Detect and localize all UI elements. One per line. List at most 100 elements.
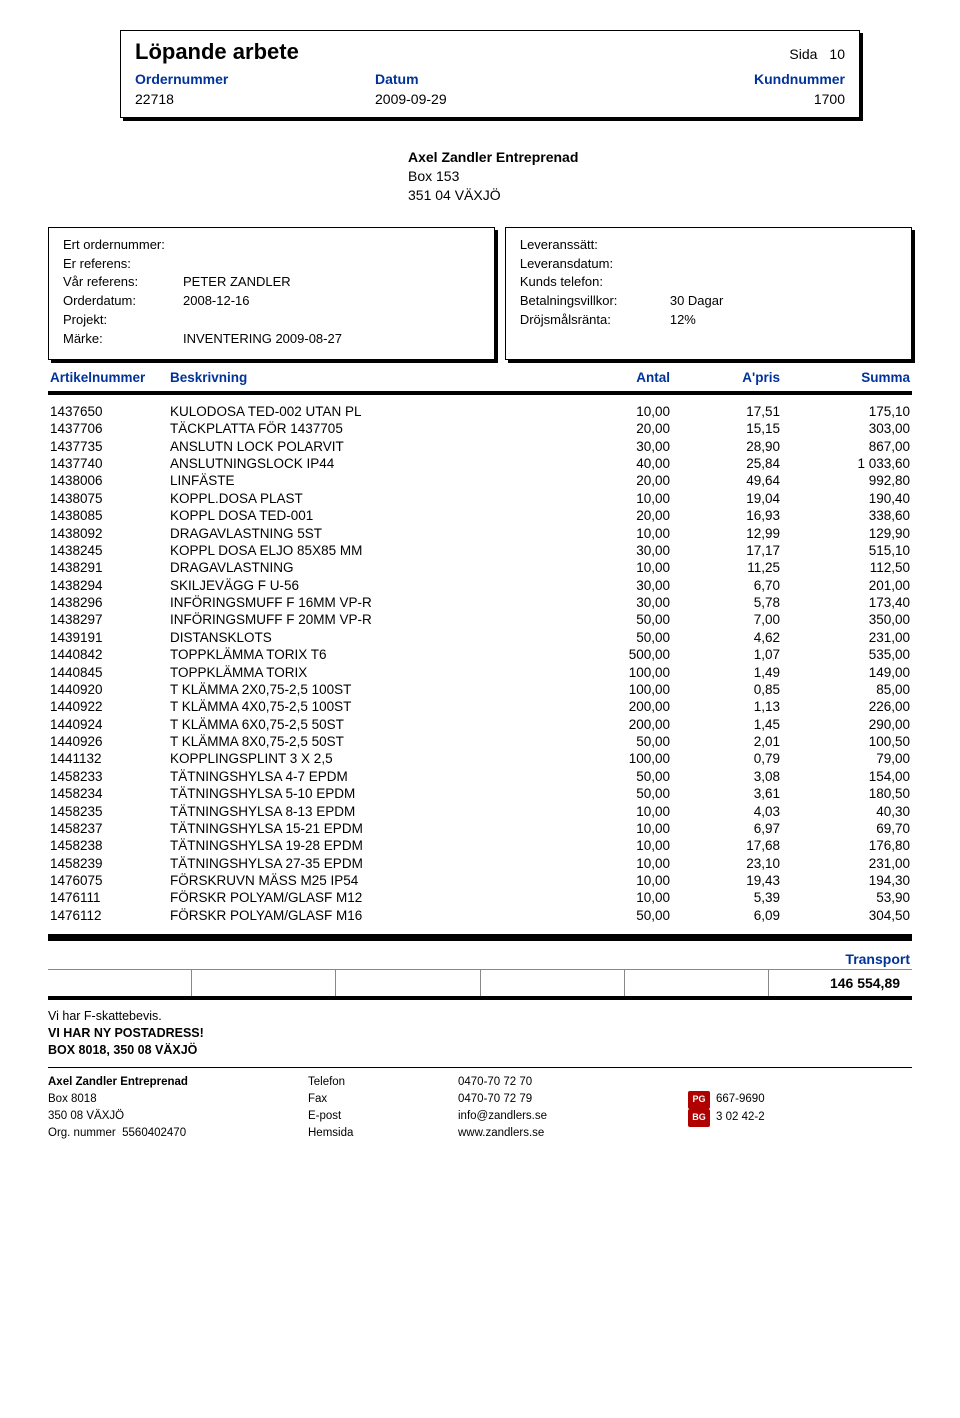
line-art: 1458238 xyxy=(50,838,170,853)
line-desc: TÄTNINGSHYLSA 4-7 EPDM xyxy=(170,769,560,784)
line-desc: DRAGAVLASTNING 5ST xyxy=(170,526,560,541)
line-item: 1438297INFÖRINGSMUFF F 20MM VP-R50,007,0… xyxy=(48,611,912,628)
line-desc: T KLÄMMA 4X0,75-2,5 100ST xyxy=(170,699,560,714)
line-pris: 11,25 xyxy=(670,560,780,575)
line-sum: 515,10 xyxy=(780,543,910,558)
col-antal: Antal xyxy=(560,370,670,385)
line-sum: 338,60 xyxy=(780,508,910,523)
line-pris: 0,85 xyxy=(670,682,780,697)
line-item: 1438092DRAGAVLASTNING 5ST10,0012,99129,9… xyxy=(48,524,912,541)
line-desc: TÄCKPLATTA FÖR 1437705 xyxy=(170,421,560,436)
line-item: 1438085KOPPL DOSA TED-00120,0016,93338,6… xyxy=(48,507,912,524)
footer-notes: Vi har F-skattebevis. VI HAR NY POSTADRE… xyxy=(48,1008,912,1059)
footer-hemsida-label: Hemsida xyxy=(308,1125,458,1142)
footer-note-2: VI HAR NY POSTADRESS! xyxy=(48,1025,912,1042)
line-pris: 28,90 xyxy=(670,439,780,454)
line-qty: 30,00 xyxy=(560,439,670,454)
line-items: 1437650KULODOSA TED-002 UTAN PL10,0017,5… xyxy=(48,395,912,924)
line-qty: 10,00 xyxy=(560,838,670,853)
marke-value: INVENTERING 2009-08-27 xyxy=(183,330,480,349)
transport-cell-empty xyxy=(192,970,336,996)
line-qty: 50,00 xyxy=(560,630,670,645)
line-art: 1440842 xyxy=(50,647,170,662)
footer-company-addr2: 350 08 VÄXJÖ xyxy=(48,1108,308,1125)
line-art: 1476111 xyxy=(50,890,170,905)
line-qty: 30,00 xyxy=(560,578,670,593)
line-sum: 992,80 xyxy=(780,473,910,488)
line-sum: 53,90 xyxy=(780,890,910,905)
footer-fax-label: Fax xyxy=(308,1091,458,1108)
page-number-label: Sida xyxy=(789,46,817,62)
line-art: 1440845 xyxy=(50,665,170,680)
line-item: 1438294SKILJEVÄGG F U-5630,006,70201,00 xyxy=(48,576,912,593)
line-pris: 5,78 xyxy=(670,595,780,610)
line-desc: ANSLUTN LOCK POLARVIT xyxy=(170,439,560,454)
kunds-telefon-label: Kunds telefon: xyxy=(520,273,670,292)
transport-cell-empty xyxy=(625,970,769,996)
line-desc: KOPPL DOSA TED-001 xyxy=(170,508,560,523)
leveranssatt-label: Leveranssätt: xyxy=(520,236,670,255)
line-art: 1441132 xyxy=(50,751,170,766)
line-desc: T KLÄMMA 6X0,75-2,5 50ST xyxy=(170,717,560,732)
orderdatum-value: 2008-12-16 xyxy=(183,292,480,311)
line-desc: KOPPL.DOSA PLAST xyxy=(170,491,560,506)
line-item: 1458238TÄTNINGSHYLSA 19-28 EPDM10,0017,6… xyxy=(48,837,912,854)
line-desc: SKILJEVÄGG F U-56 xyxy=(170,578,560,593)
line-desc: DISTANSKLOTS xyxy=(170,630,560,645)
footer-telefon-value: 0470-70 72 70 xyxy=(458,1074,688,1091)
col-beskrivning: Beskrivning xyxy=(170,370,560,385)
line-item: 1458235TÄTNINGSHYLSA 8-13 EPDM10,004,034… xyxy=(48,802,912,819)
ordernummer-value: 22718 xyxy=(135,91,375,107)
line-qty: 30,00 xyxy=(560,543,670,558)
line-item: 1458237TÄTNINGSHYLSA 15-21 EPDM10,006,97… xyxy=(48,820,912,837)
line-sum: 535,00 xyxy=(780,647,910,662)
line-pris: 6,70 xyxy=(670,578,780,593)
line-pris: 19,04 xyxy=(670,491,780,506)
line-qty: 10,00 xyxy=(560,491,670,506)
line-desc: ANSLUTNINGSLOCK IP44 xyxy=(170,456,560,471)
line-desc: T KLÄMMA 2X0,75-2,5 100ST xyxy=(170,682,560,697)
kunds-telefon-value xyxy=(670,273,897,292)
line-art: 1458234 xyxy=(50,786,170,801)
line-desc: TÄTNINGSHYLSA 19-28 EPDM xyxy=(170,838,560,853)
transport-value: 146 554,89 xyxy=(769,970,912,996)
leveransdatum-label: Leveransdatum: xyxy=(520,255,670,274)
line-sum: 175,10 xyxy=(780,404,910,419)
betalningsvillkor-value: 30 Dagar xyxy=(670,292,897,311)
line-item: 1438245KOPPL DOSA ELJO 85X85 MM30,0017,1… xyxy=(48,542,912,559)
col-artikelnummer: Artikelnummer xyxy=(50,370,170,385)
line-item: 1440924T KLÄMMA 6X0,75-2,5 50ST200,001,4… xyxy=(48,715,912,732)
line-sum: 149,00 xyxy=(780,665,910,680)
line-art: 1458237 xyxy=(50,821,170,836)
line-art: 1440920 xyxy=(50,682,170,697)
line-qty: 10,00 xyxy=(560,526,670,541)
line-qty: 40,00 xyxy=(560,456,670,471)
er-referens-label: Er referens: xyxy=(63,255,183,274)
line-pris: 0,79 xyxy=(670,751,780,766)
ert-ordernummer-label: Ert ordernummer: xyxy=(63,236,183,255)
drojsmalsranta-value: 12% xyxy=(670,311,897,330)
line-item: 1439191DISTANSKLOTS50,004,62231,00 xyxy=(48,629,912,646)
line-desc: KULODOSA TED-002 UTAN PL xyxy=(170,404,560,419)
kundnummer-value: 1700 xyxy=(635,91,845,107)
line-sum: 176,80 xyxy=(780,838,910,853)
line-sum: 290,00 xyxy=(780,717,910,732)
line-sum: 173,40 xyxy=(780,595,910,610)
page: Löpande arbete Sida 10 Ordernummer Datum… xyxy=(0,0,960,1173)
transport-label: Transport xyxy=(48,947,912,969)
customer-addr-line2: 351 04 VÄXJÖ xyxy=(408,186,912,205)
line-sum: 69,70 xyxy=(780,821,910,836)
line-qty: 20,00 xyxy=(560,508,670,523)
line-art: 1438296 xyxy=(50,595,170,610)
line-qty: 20,00 xyxy=(560,421,670,436)
line-pris: 17,68 xyxy=(670,838,780,853)
line-pris: 5,39 xyxy=(670,890,780,905)
line-art: 1476112 xyxy=(50,908,170,923)
line-item: 1441132KOPPLINGSPLINT 3 X 2,5100,000,797… xyxy=(48,750,912,767)
er-referens-value xyxy=(183,255,480,274)
footer-org-label: Org. nummer xyxy=(48,1127,116,1139)
line-sum: 129,90 xyxy=(780,526,910,541)
line-pris: 2,01 xyxy=(670,734,780,749)
footer-note-1: Vi har F-skattebevis. xyxy=(48,1008,912,1025)
transport-cell-empty xyxy=(481,970,625,996)
